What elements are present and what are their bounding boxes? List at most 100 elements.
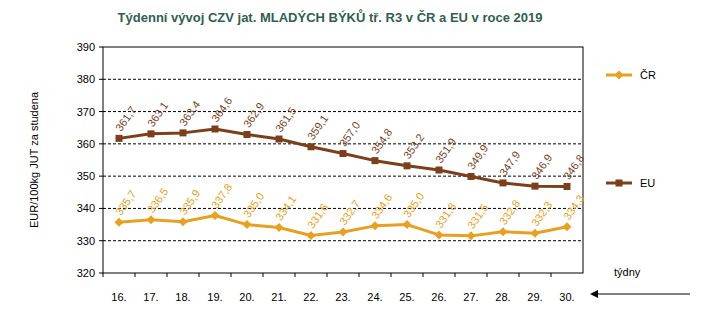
data-label: 335,9 [177,187,203,216]
data-labels: 335,7336,5335,9337,8335,0334,1331,6332,7… [113,95,587,231]
y-tick-label: 330 [77,235,95,247]
marker [564,183,571,190]
y-tick [99,273,103,274]
data-label: 353,2 [401,132,427,161]
marker [499,227,508,236]
y-tick-label: 340 [77,202,95,214]
marker [436,167,443,174]
marker [243,220,252,229]
x-tick [519,273,520,277]
arrow-line [595,294,690,295]
data-label: 334,3 [561,193,587,222]
y-tick-label: 350 [77,170,95,182]
data-label: 335,0 [241,190,267,219]
x-tick-label: 26. [431,291,446,303]
y-tick [99,111,103,112]
grid-line [103,240,583,241]
y-tick-label: 320 [77,267,95,279]
x-axis-label: týdny [614,266,641,278]
marker [372,157,379,164]
x-tick [455,273,456,277]
x-tick-label: 28. [495,291,510,303]
title: Týdenní vývoj CZV jat. MLADÝCH BÝKŮ tř. … [118,9,543,25]
x-tick [359,273,360,277]
chart: Týdenní vývoj CZV jat. MLADÝCH BÝKŮ tř. … [0,0,709,332]
marker [116,135,123,142]
data-label: 361,5 [273,105,299,134]
y-tick [99,143,103,144]
x-tick-label: 25. [399,291,414,303]
marker [244,131,251,138]
marker [531,229,540,238]
y-tick-label: 370 [77,106,95,118]
grid-line [103,79,583,80]
marker [275,223,284,232]
x-tick-label: 17. [143,291,158,303]
y-tick-label: 360 [77,138,95,150]
marker [403,220,412,229]
x-tick [103,273,104,277]
marker [467,231,476,240]
marker [308,143,315,150]
y-tick [99,176,103,177]
marker [211,211,220,220]
data-label: 363,1 [145,100,171,129]
data-label: 331,6 [305,201,331,230]
x-tick-label: 19. [207,291,222,303]
x-tick [327,273,328,277]
marker [276,136,283,143]
legend-marker [616,180,623,187]
x-tick [423,273,424,277]
marker [500,179,507,186]
data-label: 334,1 [273,193,299,222]
data-label: 332,8 [497,197,523,226]
x-tick [167,273,168,277]
x-tick [487,273,488,277]
grid-line [103,176,583,177]
grid-line [103,111,583,112]
x-tick [391,273,392,277]
legend-marker [615,71,624,80]
x-tick-label: 27. [463,291,478,303]
y-tick-label: 390 [77,41,95,53]
marker [212,126,219,133]
marker [532,183,539,190]
y-tick-label: 380 [77,73,95,85]
x-tick-label: 20. [239,291,254,303]
data-label: 337,8 [209,181,235,210]
y-axis-label: EUR/100kg JUT za studena [28,91,40,228]
background [0,0,709,332]
x-tick-label: 29. [527,291,542,303]
x-tick-label: 18. [175,291,190,303]
y-tick [99,240,103,241]
x-tick [199,273,200,277]
data-label: 357,0 [337,119,363,148]
marker [148,130,155,137]
marker [180,129,187,136]
x-tick-label: 22. [303,291,318,303]
legend-label: ČR [640,69,656,81]
x-tick-label: 23. [335,291,350,303]
x-tick [551,273,552,277]
data-label: 354,8 [369,126,395,155]
data-label: 336,5 [145,185,171,214]
marker [179,217,188,226]
x-tick-label: 16. [111,291,126,303]
x-tick [231,273,232,277]
x-tick-label: 24. [367,291,382,303]
data-label: 334,6 [369,192,395,221]
y-tick [99,79,103,80]
x-tick [295,273,296,277]
data-label: 347,9 [497,149,523,178]
data-label: 361,7 [113,104,139,133]
data-label: 331,8 [433,201,459,230]
arrow-head [590,290,598,298]
data-label: 332,3 [529,199,555,228]
data-label: 349,9 [465,142,491,171]
x-tick-label: 21. [271,291,286,303]
data-label: 363,4 [177,99,203,128]
plot-frame [103,47,583,273]
legend-label: EU [640,177,655,189]
data-label: 362,9 [241,100,267,129]
data-label: 346,8 [561,152,587,181]
